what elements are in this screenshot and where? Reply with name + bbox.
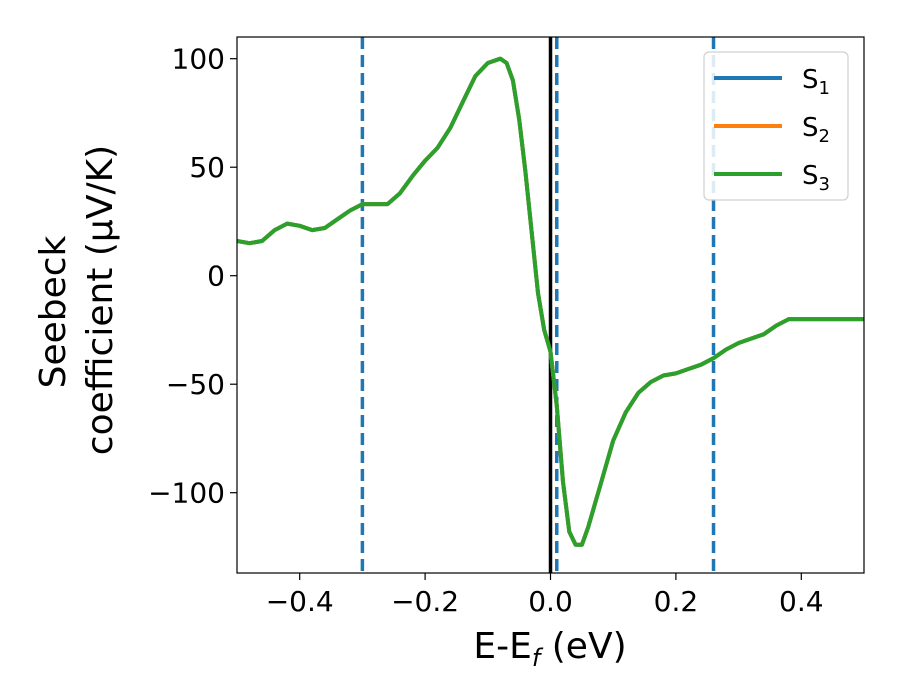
series-line-s3	[237, 56, 864, 547]
legend-label-s3: S3	[802, 161, 830, 195]
y-axis-label-line1: Seebeck	[33, 235, 74, 388]
y-axis-label: Seebeck coefficient (μV/K)	[33, 145, 121, 455]
legend-label-s2: S2	[802, 113, 830, 147]
x-tick-label: 0.0	[528, 585, 573, 618]
series-lines	[237, 56, 864, 547]
reference-lines	[360, 37, 716, 573]
y-axis-ticks: −100 −50 0 50 100	[148, 43, 237, 510]
legend: S1 S2 S3	[703, 51, 849, 201]
y-tick-label: 50	[189, 151, 225, 184]
legend-label-s1: S1	[802, 65, 830, 99]
y-tick-label: −100	[148, 477, 225, 510]
x-tick-label: 0.2	[654, 585, 699, 618]
x-tick-label: 0.4	[779, 585, 824, 618]
x-axis-label: E-Ef (eV)	[473, 626, 626, 672]
x-tick-label: −0.4	[266, 585, 334, 618]
y-axis-label-line2: coefficient (μV/K)	[80, 145, 121, 455]
x-tick-label: −0.2	[391, 585, 459, 618]
y-tick-label: 0	[207, 260, 225, 293]
y-tick-label: 100	[172, 43, 225, 76]
x-axis-ticks: −0.4 −0.2 0.0 0.2 0.4	[266, 573, 824, 618]
y-tick-label: −50	[166, 368, 225, 401]
